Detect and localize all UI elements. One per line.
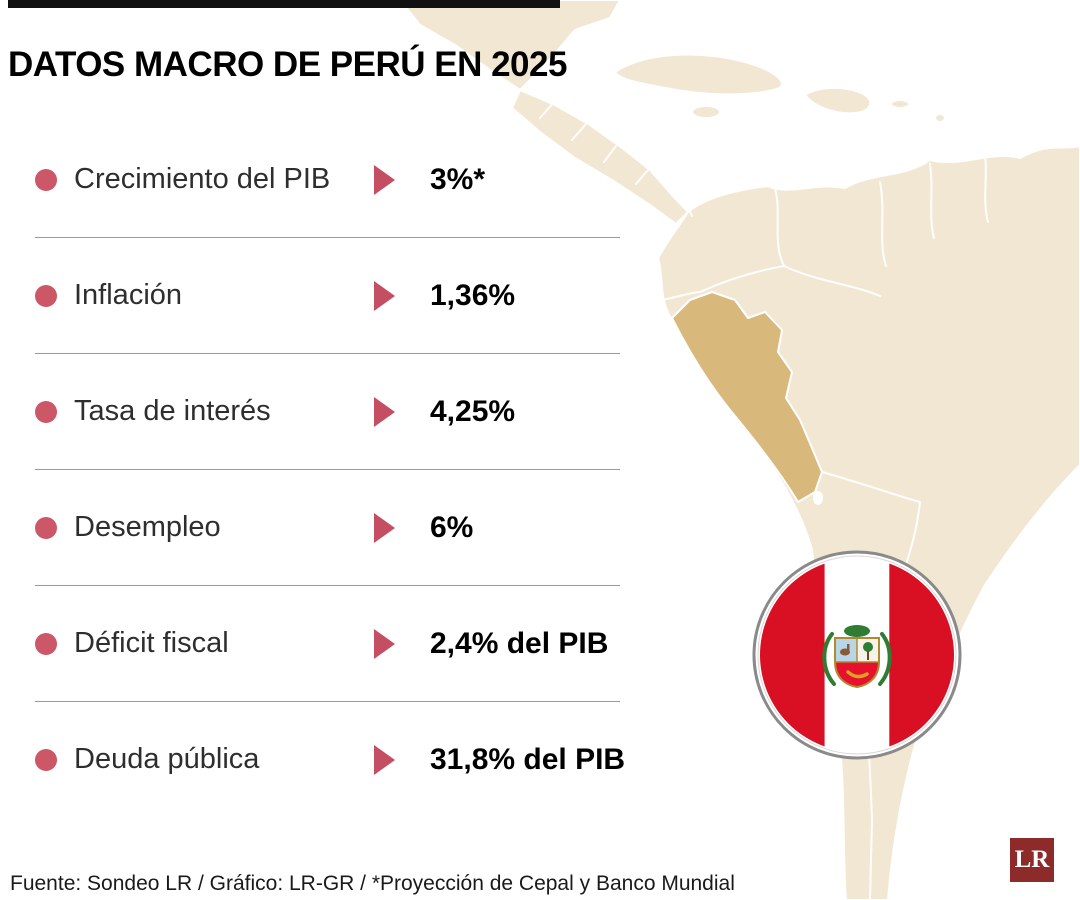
page-title: DATOS MACRO DE PERÚ EN 2025 [8,45,567,85]
stat-label: Inflación [74,279,183,311]
arrow-right-icon [374,744,416,775]
peru-flag-badge [752,550,962,760]
bullet-icon [35,632,57,655]
bullet-icon [35,168,57,191]
stat-label: Tasa de interés [74,395,271,427]
stat-label: Deuda pública [74,743,260,775]
map-cuba [614,53,783,96]
lr-logo: LR [1010,838,1054,882]
map-peru-highlight [671,291,823,503]
stat-value: 31,8% del PIB [430,742,626,776]
stat-row-inflacion: Inflación 1,36% [35,238,620,354]
stat-label: Crecimiento del PIB [74,163,331,195]
stat-row-deficit-fiscal: Déficit fiscal 2,4% del PIB [35,586,620,702]
source-credit-line: Fuente: Sondeo LR / Gráfico: LR-GR / *Pr… [10,872,735,895]
peru-coat-of-arms [822,625,892,689]
map-hispaniola [804,86,872,115]
map-central-america [511,89,689,225]
stats-list: Crecimiento del PIB 3%* Inflación 1,36% … [35,122,625,817]
stat-row-tasa-interes: Tasa de interés 4,25% [35,354,620,470]
bullet-icon [35,400,57,423]
stat-row-desempleo: Desempleo 6% [35,470,620,586]
stat-label: Déficit fiscal [74,627,229,659]
arrow-right-icon [374,396,416,427]
map-south-america [657,145,1080,900]
stat-value: 6% [430,510,474,544]
stat-value: 3%* [430,162,486,196]
arrow-right-icon [374,280,416,311]
map-lake-titicaca [813,491,823,505]
bullet-icon [35,748,57,771]
stat-row-pib: Crecimiento del PIB 3%* [35,122,620,238]
bullet-icon [35,516,57,539]
arrow-right-icon [374,628,416,659]
stat-value: 1,36% [430,278,516,312]
stat-row-deuda-publica: Deuda pública 31,8% del PIB [35,702,625,817]
map-jamaica [691,105,721,119]
stat-value: 2,4% del PIB [430,626,609,660]
arrow-right-icon [374,512,416,543]
bullet-icon [35,284,57,307]
header-accent-bar [8,0,560,8]
stat-label: Desempleo [74,511,221,543]
stat-value: 4,25% [430,394,516,428]
map-mexico [399,0,621,91]
arrow-right-icon [374,164,416,195]
